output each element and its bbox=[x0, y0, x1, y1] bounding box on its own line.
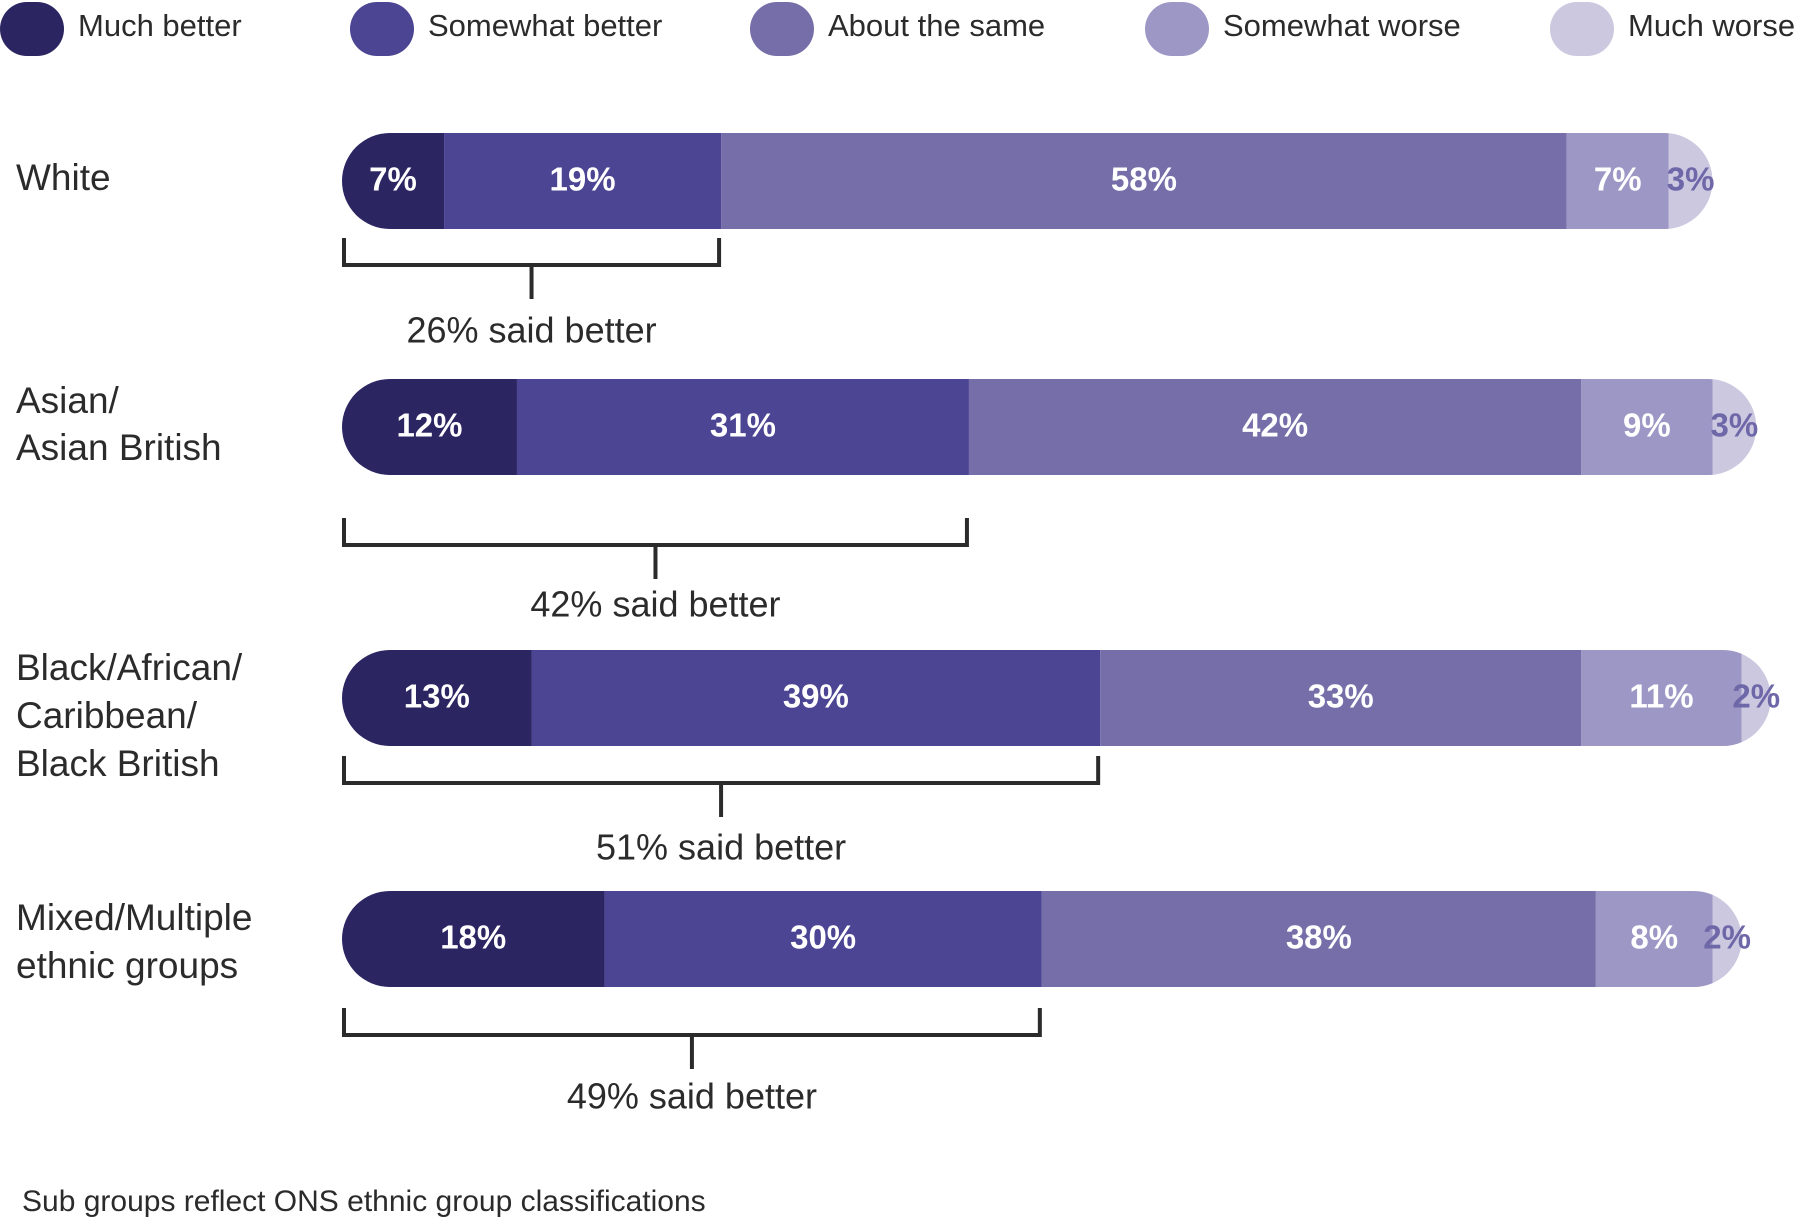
bar-segment bbox=[1581, 379, 1713, 475]
value-label: 3% bbox=[1711, 407, 1759, 444]
bar-segment bbox=[342, 379, 517, 475]
category-label: Black/African/ bbox=[16, 647, 243, 688]
bar-segment bbox=[516, 379, 969, 475]
bar-segment bbox=[342, 133, 445, 229]
bar-segment bbox=[1100, 650, 1582, 746]
legend-label: Somewhat better bbox=[428, 8, 662, 43]
annotation: 26% said better bbox=[406, 310, 656, 351]
bar-segment bbox=[604, 891, 1042, 987]
bar-segment bbox=[531, 650, 1101, 746]
legend-swatch bbox=[750, 2, 814, 56]
legend-swatch bbox=[1145, 2, 1209, 56]
bar-segment bbox=[342, 891, 605, 987]
value-label: 12% bbox=[396, 407, 462, 444]
footnote: Sub groups reflect ONS ethnic group clas… bbox=[22, 1185, 706, 1218]
annotation: 51% said better bbox=[596, 827, 846, 868]
bar-segment bbox=[721, 133, 1567, 229]
bracket bbox=[342, 238, 722, 299]
legend-label: Much better bbox=[78, 8, 242, 43]
annotation: 42% said better bbox=[530, 584, 780, 625]
value-label: 30% bbox=[790, 919, 856, 956]
value-label: 2% bbox=[1732, 678, 1780, 715]
value-label: 8% bbox=[1630, 919, 1678, 956]
bar-segment bbox=[1566, 133, 1669, 229]
legend-label: Much worse bbox=[1628, 8, 1795, 43]
value-label: 2% bbox=[1703, 919, 1751, 956]
bracket bbox=[342, 1008, 1042, 1069]
category-label: White bbox=[16, 157, 111, 198]
category-label: Asian/ bbox=[16, 380, 120, 421]
category-label: Asian British bbox=[16, 427, 222, 468]
legend-label: Somewhat worse bbox=[1223, 8, 1461, 43]
value-label: 7% bbox=[1594, 161, 1642, 198]
legend-swatch bbox=[1550, 2, 1614, 56]
category-label: ethnic groups bbox=[16, 945, 238, 986]
legend-label: About the same bbox=[828, 8, 1045, 43]
bar-segment bbox=[444, 133, 722, 229]
value-label: 58% bbox=[1111, 161, 1177, 198]
bar-segment bbox=[342, 650, 532, 746]
value-label: 13% bbox=[404, 678, 470, 715]
legend-swatch bbox=[350, 2, 414, 56]
annotation: 49% said better bbox=[567, 1076, 817, 1117]
bar-segment bbox=[1595, 891, 1713, 987]
legend-swatch bbox=[0, 2, 64, 56]
category-label: Caribbean/ bbox=[16, 695, 198, 736]
bracket bbox=[342, 756, 1101, 817]
category-label: Mixed/Multiple bbox=[16, 897, 252, 938]
bar-segment bbox=[1581, 650, 1742, 746]
value-label: 38% bbox=[1286, 919, 1352, 956]
bar-segment bbox=[1041, 891, 1596, 987]
value-label: 7% bbox=[369, 161, 417, 198]
value-label: 19% bbox=[550, 161, 616, 198]
category-label: Black British bbox=[16, 743, 220, 784]
value-label: 42% bbox=[1242, 407, 1308, 444]
value-label: 33% bbox=[1308, 678, 1374, 715]
bracket bbox=[342, 518, 969, 579]
value-label: 3% bbox=[1667, 161, 1715, 198]
value-label: 9% bbox=[1623, 407, 1671, 444]
value-label: 31% bbox=[710, 407, 776, 444]
value-label: 18% bbox=[440, 919, 506, 956]
bar-segment bbox=[968, 379, 1582, 475]
value-label: 39% bbox=[783, 678, 849, 715]
value-label: 11% bbox=[1629, 678, 1693, 715]
